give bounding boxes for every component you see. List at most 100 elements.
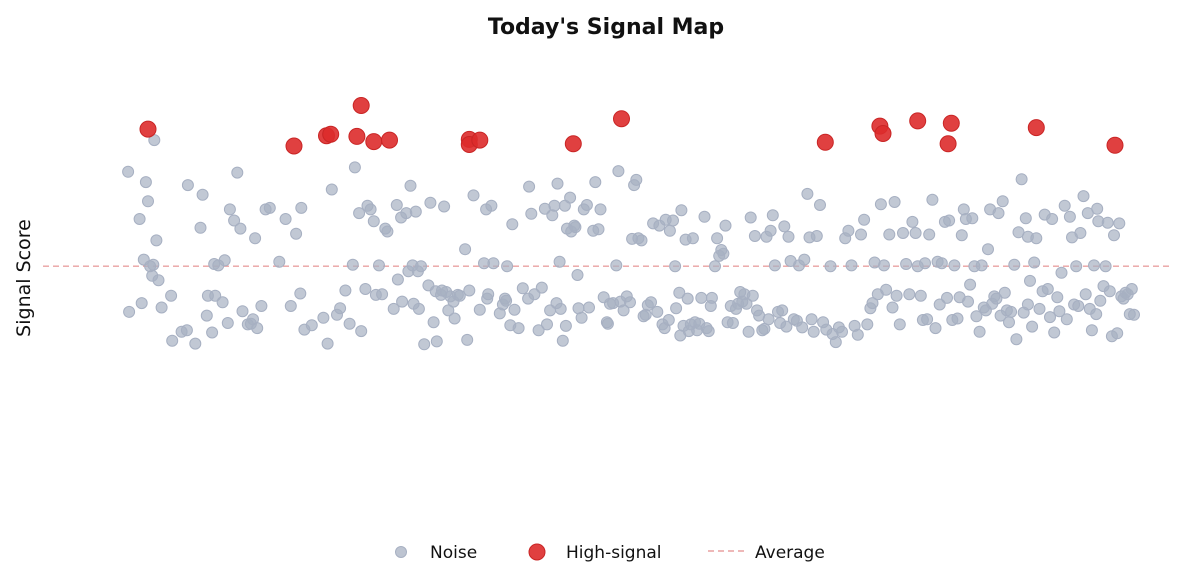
noise-point (909, 227, 922, 239)
noise-point (152, 274, 165, 287)
noise-point (698, 210, 711, 223)
noise-point (209, 289, 222, 302)
noise-point (1085, 324, 1098, 337)
noise-point (941, 291, 953, 304)
noise-point (295, 201, 308, 214)
noise-point (231, 166, 244, 179)
noise-point (866, 297, 879, 310)
noise-point (438, 200, 451, 213)
noise-point (290, 227, 303, 240)
high-signal-point (139, 120, 157, 138)
noise-point (919, 257, 931, 270)
noise-point (512, 322, 525, 335)
noise-point (412, 302, 425, 315)
noise-point (343, 317, 356, 330)
noise-point (1058, 199, 1071, 212)
noise-point (842, 224, 855, 237)
noise-point (962, 295, 974, 308)
noise-point (528, 288, 541, 301)
noise-point (142, 195, 154, 208)
noise-point (424, 196, 437, 209)
noise-point (1090, 308, 1103, 321)
noise-point (487, 257, 500, 270)
noise-point (914, 289, 927, 302)
noise-point (461, 333, 474, 346)
noise-point (970, 310, 983, 323)
noise-point (525, 207, 538, 220)
noise-point (1021, 230, 1034, 243)
noise-point (601, 317, 614, 330)
noise-point (888, 196, 901, 208)
noise-point (284, 300, 297, 312)
noise-point (427, 316, 440, 329)
noise-point (221, 317, 234, 329)
noise-point (404, 179, 417, 192)
noise-point (325, 183, 338, 196)
noise-point (1028, 256, 1041, 269)
noise-point (948, 259, 961, 272)
noise-point (564, 191, 577, 204)
noise-point (575, 311, 588, 324)
noise-point (1088, 259, 1100, 272)
high-signal-point (381, 131, 398, 149)
noise-point (778, 220, 791, 233)
noise-point (1113, 217, 1126, 230)
high-signal-point (1106, 136, 1124, 154)
noise-point (396, 295, 409, 308)
noise-point (390, 199, 403, 211)
noise-point (610, 259, 623, 272)
noise-point (418, 338, 431, 351)
noise-point (467, 189, 480, 202)
noise-point (391, 273, 404, 286)
noise-point (409, 205, 422, 218)
noise-point (251, 322, 264, 335)
high-signal-point (1027, 119, 1045, 137)
high-signal-point (322, 125, 340, 143)
noise-point (1125, 283, 1138, 295)
noise-point (553, 255, 566, 268)
high-signal-point (909, 112, 927, 130)
high-signal-point (352, 97, 370, 114)
noise-point (346, 258, 359, 271)
noise-point (935, 257, 948, 270)
noise-point (807, 325, 820, 338)
noise-point (1079, 288, 1092, 301)
noise-point (746, 289, 759, 302)
noise-point (829, 336, 842, 349)
noise-point (651, 305, 664, 318)
noise-point (861, 318, 874, 331)
noise-point (635, 234, 648, 247)
noise-point (139, 176, 152, 189)
noise-point (1010, 333, 1023, 346)
noise-point (387, 302, 400, 315)
noise-point (893, 318, 906, 331)
noise-point (617, 304, 630, 317)
noise-point (355, 325, 368, 338)
noise-point (681, 292, 694, 305)
noise-point (744, 211, 757, 224)
noise-point (1019, 212, 1032, 225)
noise-point (1021, 298, 1034, 311)
noise-point (957, 203, 970, 216)
noise-point (670, 302, 683, 315)
high-signal-point (939, 135, 957, 153)
noise-point (294, 287, 307, 300)
noise-point (966, 212, 979, 225)
high-signal-point (613, 110, 630, 128)
noise-point (673, 286, 686, 299)
noise-point (851, 328, 864, 341)
noise-point (305, 319, 318, 332)
noise-point (943, 214, 956, 227)
high-signal-point (874, 125, 892, 142)
noise-point (675, 204, 688, 217)
noise-point (255, 300, 268, 312)
noise-point (1103, 285, 1116, 298)
noise-point (992, 207, 1005, 220)
noise-point (228, 214, 241, 227)
noise-point (1055, 266, 1068, 279)
noise-point (508, 303, 521, 316)
legend: Noise High-signal Average (395, 543, 825, 563)
noise-point (500, 294, 513, 307)
noise-point (583, 301, 595, 314)
